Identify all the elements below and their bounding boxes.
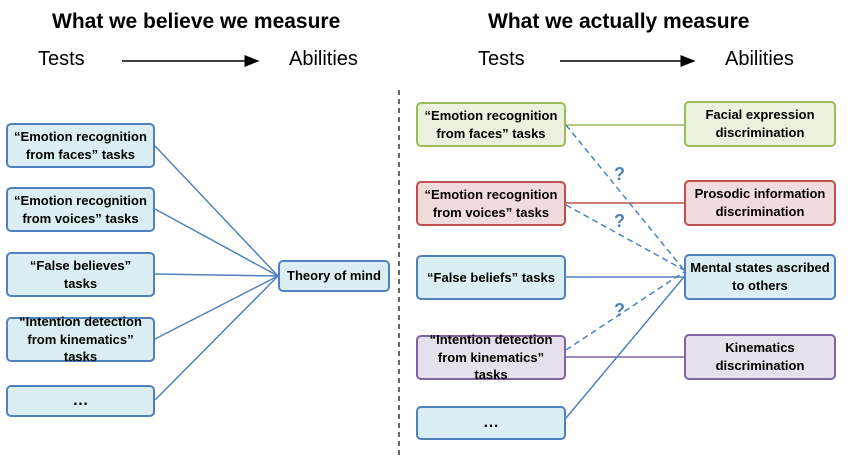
right-test-false-beliefs-label: “False beliefs” tasks [427,269,555,285]
left-panel-title: What we believe we measure [52,10,341,33]
question-mark-1: ? [614,164,625,184]
left-tests-heading: Tests [38,48,85,70]
right-test-voices: “Emotion recognition from voices” tasks [416,181,566,226]
link-falsebelief-tom [154,273,279,277]
uncertain-link-intention-mental [565,271,685,351]
link-voices-tom [154,208,279,277]
left-test-intention: “Intention detection from kinematics” ta… [6,314,155,364]
left-test-faces-label: “Emotion recognition from faces” tasks [14,128,147,162]
left-test-intention-label: “Intention detection from kinematics” ta… [19,314,142,365]
right-test-intention-label: “Intention detection from kinematics” ta… [429,332,553,383]
uncertain-link-voices-mental [565,204,685,271]
link-intention-tom [154,275,279,340]
right-test-intention: “Intention detection from kinematics” ta… [416,332,566,382]
right-ability-facial-label: Facial expression discrimination [705,107,815,140]
left-test-false-believes: “False believes” tasks [6,252,155,297]
question-mark-3: ? [614,300,625,320]
right-ability-kinematics-label: Kinematics discrimination [715,340,805,373]
right-ability-prosodic: Prosodic information discrimination [684,180,836,226]
left-ability-theory-of-mind: Theory of mind [278,260,390,292]
left-test-etc-label: … [72,392,89,410]
right-ability-mental-states: Mental states ascribed to others [684,254,836,300]
left-test-faces: “Emotion recognition from faces” tasks [6,123,155,168]
right-test-faces-label: “Emotion recognition from faces” tasks [424,107,558,141]
question-mark-2: ? [614,211,625,231]
right-test-etc-label: … [483,414,499,432]
right-tests-heading: Tests [478,48,525,70]
left-test-voices-label: “Emotion recognition from voices” tasks [14,192,147,226]
right-ability-prosodic-label: Prosodic information discrimination [694,186,826,219]
right-panel-title: What we actually measure [488,10,750,33]
left-test-false-believes-label: “False believes” tasks [29,257,132,291]
right-ability-facial: Facial expression discrimination [684,101,836,147]
left-test-voices: “Emotion recognition from voices” tasks [6,187,155,232]
left-ability-label: Theory of mind [287,268,381,284]
left-abilities-heading: Abilities [289,48,358,70]
link-etc-mental [565,276,685,419]
uncertain-link-faces-mental [565,124,685,271]
right-abilities-heading: Abilities [725,48,794,70]
left-test-etc: … [6,385,155,417]
right-ability-kinematics: Kinematics discrimination [684,334,836,380]
right-test-etc: … [416,406,566,440]
right-test-faces: “Emotion recognition from faces” tasks [416,102,566,147]
right-test-voices-label: “Emotion recognition from voices” tasks [424,186,558,220]
right-test-false-beliefs: “False beliefs” tasks [416,255,566,300]
right-ability-mental-states-label: Mental states ascribed to others [690,260,830,293]
link-faces-tom [154,145,279,277]
link-etc-tom [154,275,279,401]
